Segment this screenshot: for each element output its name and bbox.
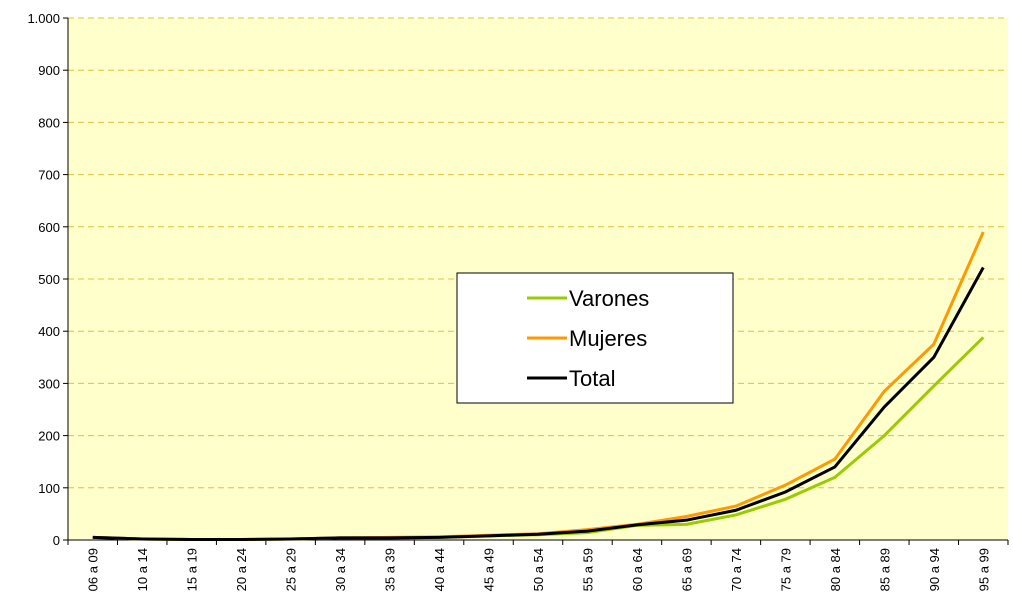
legend-label: Mujeres	[569, 326, 647, 351]
legend-label: Total	[569, 366, 615, 391]
x-tick-label: 65 a 69	[679, 548, 694, 591]
x-tick-label: 06 a 09	[86, 548, 101, 591]
x-tick-label: 35 a 39	[383, 548, 398, 591]
y-tick-label: 800	[38, 115, 60, 130]
y-tick-label: 1.000	[27, 11, 60, 26]
legend-label: Varones	[569, 286, 649, 311]
y-tick-label: 400	[38, 324, 60, 339]
x-tick-label: 30 a 34	[333, 548, 348, 591]
x-tick-label: 55 a 59	[580, 548, 595, 591]
x-tick-label: 15 a 19	[185, 548, 200, 591]
x-tick-label: 70 a 74	[729, 548, 744, 591]
x-tick-label: 85 a 89	[877, 548, 892, 591]
x-tick-label: 60 a 64	[630, 548, 645, 591]
y-tick-label: 300	[38, 376, 60, 391]
y-tick-label: 500	[38, 272, 60, 287]
legend	[456, 272, 734, 404]
x-tick-label: 20 a 24	[234, 548, 249, 591]
x-tick-label: 45 a 49	[482, 548, 497, 591]
x-tick-label: 10 a 14	[135, 548, 150, 591]
x-tick-label: 50 a 54	[531, 548, 546, 591]
y-tick-label: 900	[38, 63, 60, 78]
series-line	[92, 266, 985, 541]
y-tick-label: 0	[53, 533, 60, 548]
y-tick-label: 200	[38, 429, 60, 444]
x-tick-label: 40 a 44	[432, 548, 447, 591]
x-tick-label: 25 a 29	[284, 548, 299, 591]
x-tick-label: 95 a 99	[976, 548, 991, 591]
x-tick-label: 90 a 94	[927, 548, 942, 591]
x-tick-label: 75 a 79	[778, 548, 793, 591]
y-tick-label: 100	[38, 481, 60, 496]
x-tick-label: 80 a 84	[828, 548, 843, 591]
y-tick-label: 600	[38, 220, 60, 235]
y-tick-label: 700	[38, 168, 60, 183]
